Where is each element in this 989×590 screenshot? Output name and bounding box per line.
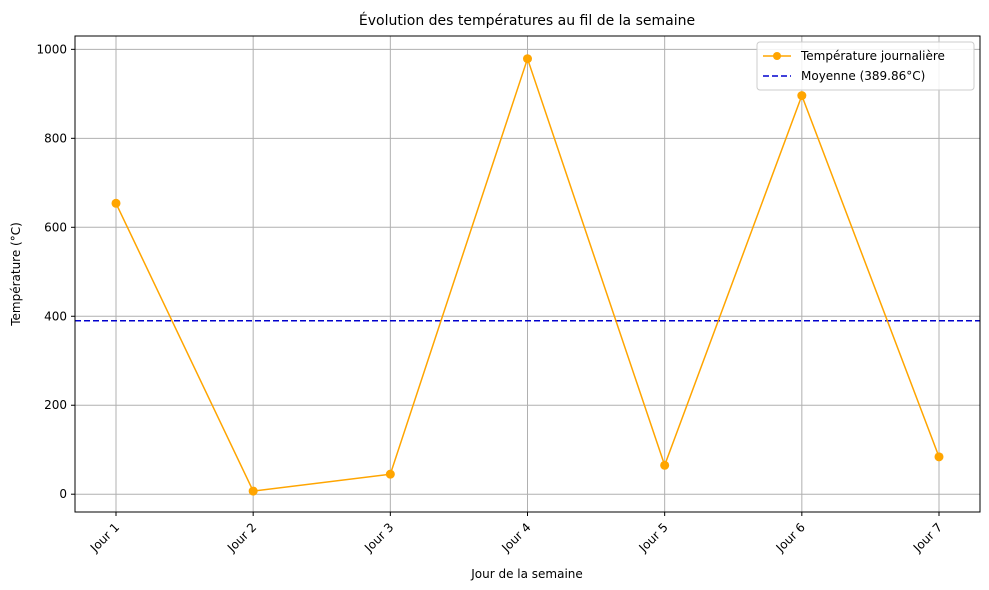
y-tick-label: 1000	[36, 42, 67, 56]
legend-mean-label: Moyenne (389.86°C)	[801, 69, 925, 83]
y-tick-label: 200	[44, 398, 67, 412]
y-tick-label: 600	[44, 220, 67, 234]
x-tick-label: Jour 1	[87, 520, 122, 555]
data-point	[660, 460, 670, 470]
data-point	[523, 54, 532, 64]
legend-series-marker	[773, 52, 781, 60]
data-point	[111, 198, 121, 208]
y-axis-label: Température (°C)	[9, 222, 23, 327]
x-tick-label: Jour 6	[773, 520, 808, 555]
chart-title: Évolution des températures au fil de la …	[359, 12, 695, 29]
data-point	[385, 469, 395, 479]
y-axis: 0 200 400 600 800 1000	[36, 42, 75, 501]
series-group	[111, 54, 944, 496]
grid	[75, 36, 980, 512]
y-tick-label: 0	[59, 487, 67, 501]
data-point	[797, 91, 807, 101]
data-point	[934, 452, 944, 462]
y-tick-label: 400	[44, 309, 67, 323]
legend: Température journalière Moyenne (389.86°…	[756, 41, 975, 91]
x-axis: Jour 1 Jour 2 Jour 3 Jour 4 Jour 5 Jour 6 Jour…	[87, 512, 945, 555]
data-point	[248, 486, 258, 496]
y-tick-label: 800	[44, 131, 67, 145]
legend-series-label: Température journalière	[800, 49, 945, 63]
x-tick-label: Jour 5	[636, 520, 671, 555]
x-tick-label: Jour 7	[910, 520, 945, 555]
x-axis-label: Jour de la semaine	[470, 567, 583, 581]
x-tick-label: Jour 3	[361, 520, 396, 555]
x-tick-label: Jour 2	[224, 520, 259, 555]
x-tick-label: Jour 4	[498, 520, 533, 555]
legend-box	[756, 41, 975, 91]
